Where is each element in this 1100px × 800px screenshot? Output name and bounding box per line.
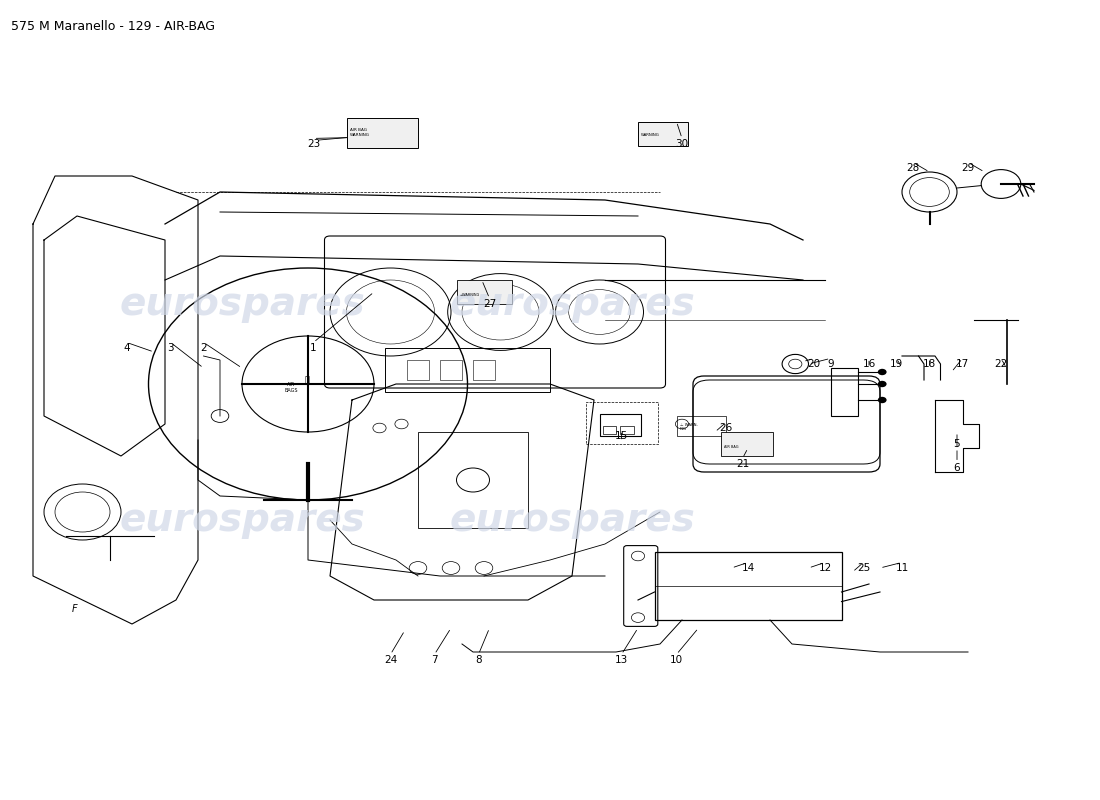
Text: ⚠ WARN-
ING: ⚠ WARN- ING (680, 422, 697, 431)
Bar (456, 280, 512, 304)
Bar (676, 416, 726, 436)
Text: eurospares: eurospares (119, 501, 365, 539)
Text: 2: 2 (200, 343, 207, 353)
Text: 14: 14 (741, 563, 755, 573)
Text: 20: 20 (807, 359, 821, 369)
Text: 17: 17 (956, 359, 969, 369)
Text: 12: 12 (818, 563, 832, 573)
Circle shape (878, 369, 887, 375)
Bar (603, 426, 616, 434)
Text: 18: 18 (923, 359, 936, 369)
Text: 23: 23 (307, 139, 320, 149)
Text: 8: 8 (475, 655, 482, 665)
Text: 1: 1 (310, 343, 317, 353)
Bar (620, 426, 634, 434)
Text: 15: 15 (615, 431, 628, 441)
Text: AIR BAG
WARNING: AIR BAG WARNING (350, 128, 370, 137)
Bar (638, 122, 688, 146)
Bar (418, 432, 528, 528)
Text: 10: 10 (670, 655, 683, 665)
Bar (586, 402, 658, 444)
Text: 11: 11 (895, 563, 909, 573)
Text: WARNING: WARNING (641, 133, 660, 137)
Text: eurospares: eurospares (449, 285, 695, 323)
Text: 30: 30 (675, 139, 689, 149)
Text: 28: 28 (906, 163, 920, 173)
Text: 575 M Maranello - 129 - AIR-BAG: 575 M Maranello - 129 - AIR-BAG (11, 20, 214, 33)
Bar (385, 348, 550, 392)
Text: 7: 7 (431, 655, 438, 665)
Bar (440, 360, 462, 380)
Bar (407, 360, 429, 380)
Text: eurospares: eurospares (119, 285, 365, 323)
Circle shape (878, 381, 887, 387)
Text: 3: 3 (167, 343, 174, 353)
Text: 13: 13 (615, 655, 628, 665)
Text: AIR BAG: AIR BAG (724, 445, 738, 449)
Text: 5: 5 (954, 439, 960, 449)
Text: 19: 19 (890, 359, 903, 369)
Text: F: F (72, 604, 77, 614)
Text: 9: 9 (827, 359, 834, 369)
Bar (830, 368, 858, 416)
Bar (720, 432, 773, 456)
Text: 4: 4 (123, 343, 130, 353)
Text: 25: 25 (857, 563, 870, 573)
Bar (600, 414, 641, 436)
Text: AIR-
BAGS: AIR- BAGS (285, 382, 298, 393)
Text: 22: 22 (994, 359, 1008, 369)
Circle shape (878, 397, 887, 403)
Text: 27: 27 (483, 299, 496, 309)
Text: 21: 21 (736, 459, 749, 469)
Bar (346, 118, 418, 148)
Text: 🐴: 🐴 (305, 375, 310, 384)
Text: eurospares: eurospares (449, 501, 695, 539)
Bar (654, 552, 842, 620)
Text: 29: 29 (961, 163, 975, 173)
Text: 26: 26 (719, 423, 733, 433)
Text: 24: 24 (384, 655, 397, 665)
Text: ⚠WARNING: ⚠WARNING (460, 293, 480, 297)
Text: 16: 16 (862, 359, 876, 369)
Text: 6: 6 (954, 463, 960, 473)
Bar (473, 360, 495, 380)
